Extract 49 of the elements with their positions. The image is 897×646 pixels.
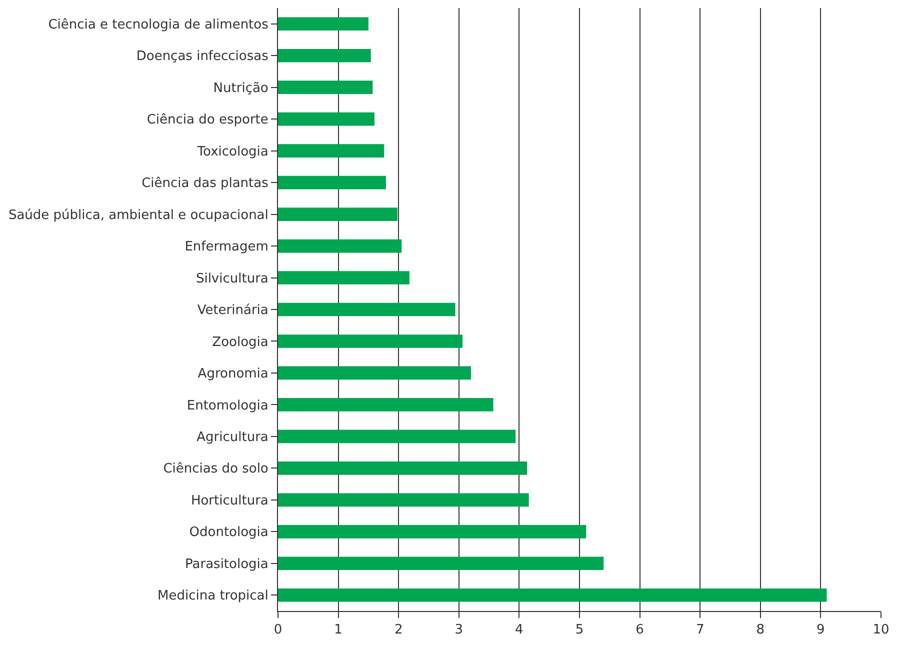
bar <box>278 430 516 444</box>
x-tick-label: 7 <box>696 622 704 638</box>
y-tick-label: Agricultura <box>196 430 268 445</box>
bar <box>278 493 529 507</box>
bar <box>278 144 384 158</box>
y-tick-label: Veterinária <box>197 303 268 318</box>
y-tick-label: Ciência e tecnologia de alimentos <box>48 17 269 32</box>
x-tick-label: 2 <box>394 622 403 638</box>
bar <box>278 462 528 475</box>
y-tick-label: Silvicultura <box>196 271 268 286</box>
bar <box>278 334 463 348</box>
bar <box>278 80 373 94</box>
bar <box>278 112 374 126</box>
bar <box>278 271 410 284</box>
y-tick-label: Ciência do esporte <box>146 112 268 128</box>
x-tick-label: 5 <box>575 622 584 638</box>
y-tick-label: Enfermagem <box>184 240 268 255</box>
y-tick-label: Nutrição <box>213 80 268 96</box>
bar <box>278 302 456 316</box>
y-tick-label: Ciência das plantas <box>142 176 269 192</box>
x-tick-label: 8 <box>756 622 765 638</box>
bar <box>278 524 586 538</box>
bar <box>278 366 471 380</box>
bar <box>278 239 402 253</box>
bar <box>278 556 604 570</box>
y-tick-label: Odontologia <box>189 525 268 540</box>
y-tick-label: Horticultura <box>190 493 268 508</box>
y-tick-label: Saúde pública, ambiental e ocupacional <box>8 208 268 223</box>
bar <box>278 176 386 190</box>
x-tick-label: 4 <box>515 622 524 638</box>
bar <box>278 398 494 412</box>
x-tick-label: 3 <box>454 622 464 638</box>
x-tick-label: 10 <box>872 622 890 638</box>
x-tick-label: 1 <box>334 622 342 638</box>
bar <box>278 17 368 31</box>
x-tick-label: 6 <box>636 622 644 638</box>
y-tick-label: Agronomia <box>198 366 268 382</box>
bar <box>278 48 371 62</box>
y-tick-label: Toxicologia <box>196 144 268 160</box>
y-tick-label: Entomologia <box>186 398 268 414</box>
bar <box>278 588 827 602</box>
x-tick-label: 9 <box>816 622 825 638</box>
y-tick-label: Zoologia <box>212 334 268 350</box>
y-tick-label: Doenças infecciosas <box>136 49 269 64</box>
y-tick-label: Parasitologia <box>185 556 268 572</box>
y-tick-label: Medicina tropical <box>158 588 268 604</box>
y-tick-label: Ciências do solo <box>163 462 268 477</box>
x-tick-label: 0 <box>274 622 282 638</box>
bar <box>278 208 398 221</box>
